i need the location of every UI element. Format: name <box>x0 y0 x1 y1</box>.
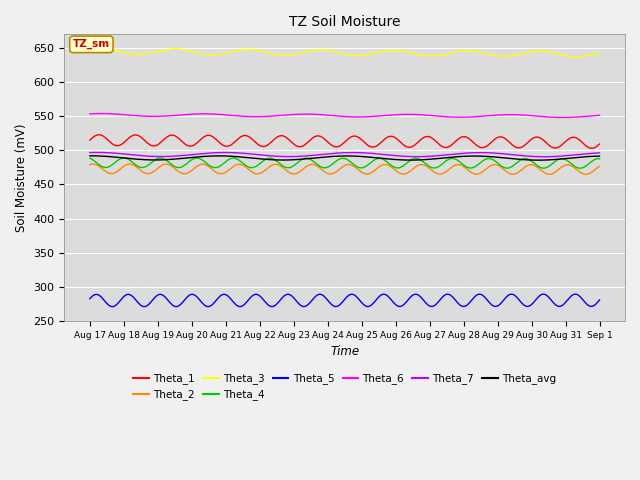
X-axis label: Time: Time <box>330 345 359 358</box>
Title: TZ Soil Moisture: TZ Soil Moisture <box>289 15 401 29</box>
Y-axis label: Soil Moisture (mV): Soil Moisture (mV) <box>15 123 28 232</box>
Legend: Theta_1, Theta_2, Theta_3, Theta_4, Theta_5, Theta_6, Theta_7, Theta_avg: Theta_1, Theta_2, Theta_3, Theta_4, Thet… <box>129 369 560 405</box>
Text: TZ_sm: TZ_sm <box>73 39 110 49</box>
